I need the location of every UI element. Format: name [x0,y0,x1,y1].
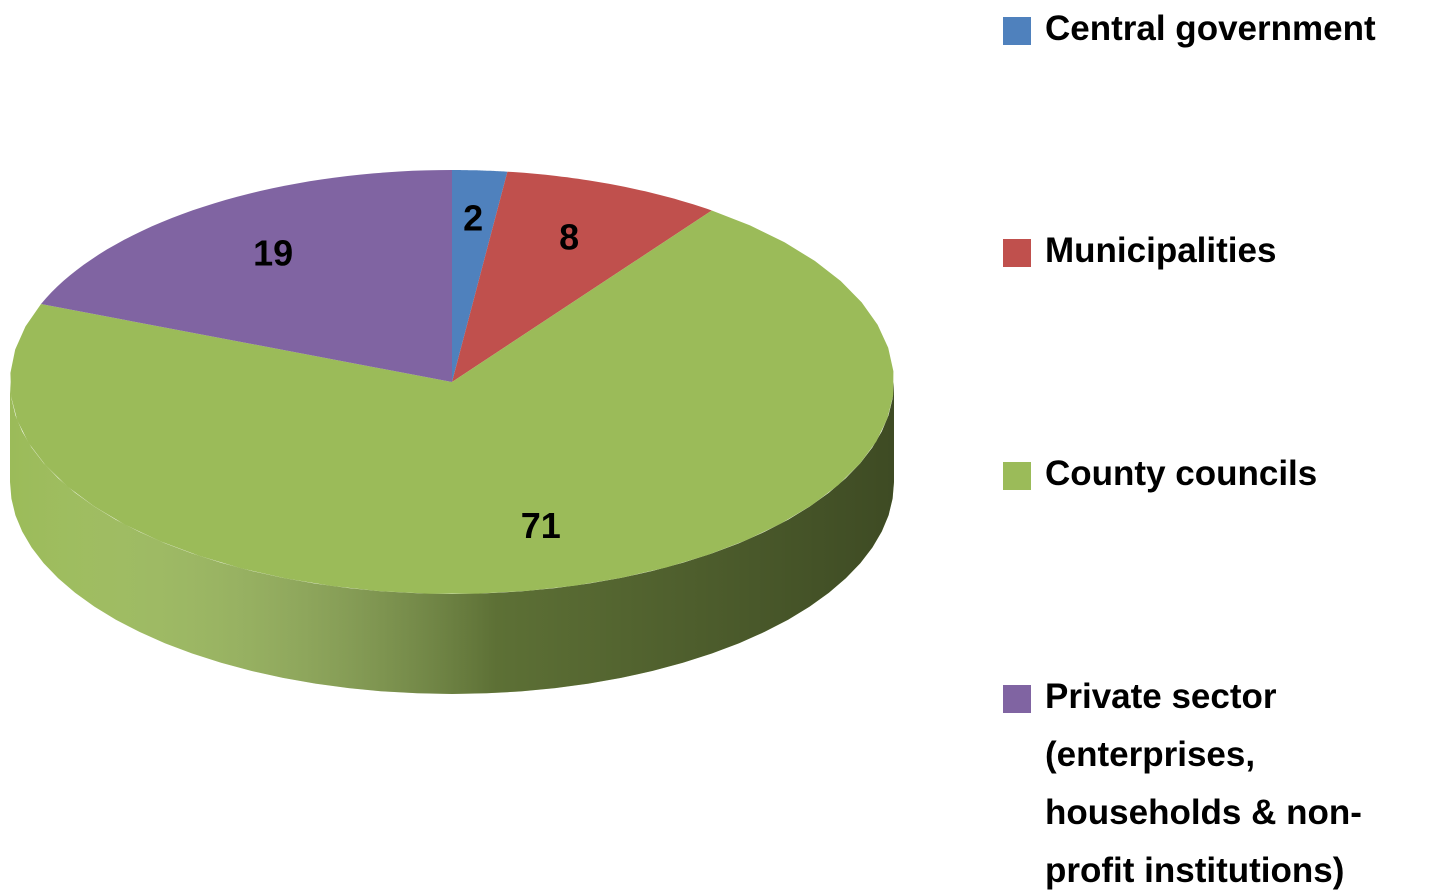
legend-swatch [1003,685,1031,713]
data-label: 2 [463,198,483,239]
legend-swatch [1003,17,1031,45]
legend-label: County councils [1045,454,1318,493]
data-label: 19 [253,232,293,273]
legend-label: Central government [1045,9,1376,48]
slice [41,170,452,382]
side-shade [10,382,894,694]
legend-label: Municipalities [1045,231,1277,270]
data-label: 71 [521,505,561,546]
data-label: 8 [559,217,579,258]
legend-label: Private sector (enterprises, households … [1045,677,1362,890]
slice [10,210,894,594]
slice [452,171,712,382]
legend-swatch [1003,239,1031,267]
chart: 2 8 71 19 [10,170,894,694]
slice [452,170,508,382]
legend-swatch [1003,462,1031,490]
